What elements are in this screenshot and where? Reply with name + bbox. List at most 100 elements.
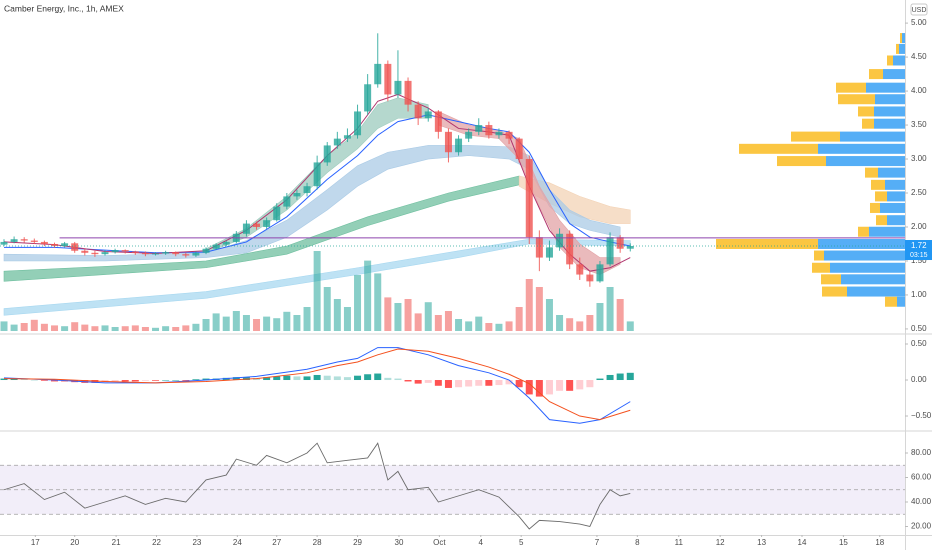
candle-body: [535, 237, 543, 258]
volume-bar: [202, 319, 210, 331]
candle-body: [253, 223, 261, 227]
plot-layer: [0, 33, 905, 530]
macd-histogram-bar: [424, 380, 432, 383]
candle-body: [71, 243, 79, 251]
volume-bar: [121, 326, 129, 331]
volume-bar: [162, 326, 170, 331]
x-tick-label: Oct: [433, 538, 446, 547]
rsi-line: [3, 442, 631, 530]
profile-down: [739, 143, 818, 154]
volume-bar: [81, 324, 89, 331]
macd-histogram-bar: [141, 380, 149, 381]
profile-up: [875, 94, 905, 105]
x-tick-label: 21: [112, 538, 121, 547]
volume-bar: [0, 321, 8, 331]
volume-bar: [192, 323, 200, 331]
y-tick-label: 5.00: [911, 18, 927, 27]
volume-bar: [232, 311, 240, 331]
profile-down: [716, 238, 818, 249]
volume-bar: [333, 299, 341, 331]
volume-bar: [434, 315, 442, 331]
candle-body: [313, 162, 321, 187]
macd-histogram-bar: [576, 380, 584, 390]
volume-bar: [374, 273, 382, 331]
volume-bar: [343, 307, 351, 331]
profile-up: [897, 296, 905, 307]
macd-histogram-bar: [384, 377, 392, 381]
volume-bar: [566, 318, 574, 331]
volume-bar: [212, 313, 220, 331]
macd-histogram-bar: [131, 380, 139, 382]
x-tick-label: 7: [595, 538, 600, 547]
candle-body: [202, 248, 210, 253]
profile-up: [818, 238, 905, 249]
volume-bar: [525, 279, 533, 331]
macd-histogram-bar: [51, 380, 59, 382]
profile-down: [896, 43, 899, 54]
candle-body: [556, 233, 564, 248]
y-tick-label: 20.00: [911, 522, 932, 531]
candle-body: [0, 241, 8, 245]
y-tick-label: 80.00: [911, 448, 932, 457]
profile-up: [887, 215, 905, 226]
candle-body: [606, 237, 614, 265]
volume-bar: [455, 319, 463, 331]
macd-histogram-bar: [283, 375, 291, 381]
candle-body: [505, 131, 513, 139]
volume-bar: [515, 307, 523, 331]
macd-histogram-bar: [162, 380, 170, 381]
volume-bar: [141, 327, 149, 331]
candle-body: [131, 251, 139, 253]
candle-body: [283, 196, 291, 207]
chart-title: Camber Energy, Inc., 1h, AMEX: [4, 3, 124, 13]
profile-up: [883, 69, 905, 80]
profile-down: [870, 202, 880, 213]
volume-bar: [323, 287, 331, 331]
macd-histogram-bar: [303, 376, 311, 381]
volume-bar: [485, 323, 493, 331]
volume-bar: [545, 299, 553, 331]
macd-histogram-bar: [192, 379, 200, 381]
candle-body: [182, 254, 190, 256]
volume-bar: [222, 316, 230, 331]
macd-histogram-bar: [444, 380, 452, 388]
candle-body: [404, 80, 412, 105]
candle-body: [414, 104, 422, 119]
macd-histogram-bar: [505, 380, 513, 385]
y-tick-label: 2.50: [911, 188, 927, 197]
candle-body: [20, 239, 28, 241]
macd-histogram-bar: [313, 374, 321, 381]
macd-histogram-bar: [374, 373, 382, 381]
volume-bar: [394, 303, 402, 331]
candle-body: [596, 264, 604, 282]
currency: USD: [912, 7, 927, 14]
profile-up: [818, 143, 905, 154]
y-tick-label: 40.00: [911, 497, 932, 506]
volume-bar: [273, 318, 281, 331]
volume-bar: [111, 327, 119, 331]
profile-down: [791, 131, 840, 142]
profile-down: [812, 262, 830, 273]
macd-histogram-bar: [434, 380, 442, 386]
profile-down: [822, 286, 847, 297]
candle-body: [545, 247, 553, 258]
candle-body: [475, 125, 483, 132]
profile-up: [893, 55, 905, 66]
candle-body: [30, 240, 38, 242]
macd-histogram-bar: [30, 380, 38, 381]
macd-histogram-bar: [566, 380, 574, 391]
macd-histogram-bar: [202, 378, 210, 381]
candle-body: [40, 241, 48, 244]
candle-body: [616, 237, 624, 249]
volume-bar: [313, 251, 321, 331]
candle-body: [374, 63, 382, 85]
main-pane: [0, 0, 905, 333]
macd-histogram-bar: [172, 380, 180, 381]
candle-body: [384, 63, 392, 95]
candle-body: [515, 138, 523, 160]
candle-body: [141, 252, 149, 255]
macd-histogram-bar: [626, 372, 634, 381]
x-tick-label: 4: [479, 538, 484, 547]
macd-histogram-bar: [121, 380, 129, 382]
macd-histogram-bar: [515, 380, 523, 388]
